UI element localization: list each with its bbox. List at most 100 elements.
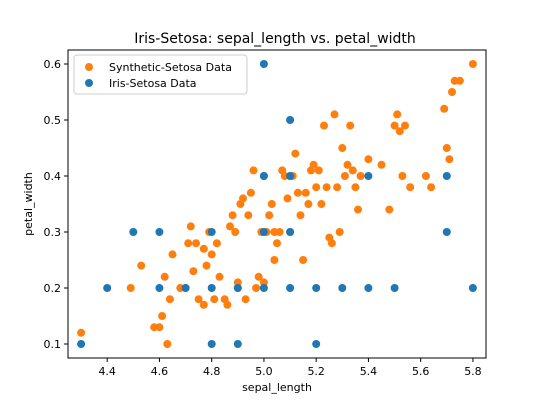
data-point (398, 172, 407, 180)
data-point (207, 228, 216, 236)
data-point (445, 155, 454, 164)
data-point (160, 272, 169, 281)
data-point (364, 172, 373, 180)
data-point (351, 183, 360, 192)
data-point (291, 149, 300, 158)
data-point (181, 284, 190, 292)
data-point (273, 239, 281, 248)
data-point (301, 188, 310, 197)
data-point (270, 256, 279, 264)
data-point (338, 144, 347, 152)
series-layer (77, 60, 477, 348)
series-iris-setosa (77, 60, 477, 348)
data-point (468, 284, 477, 292)
data-point (293, 188, 302, 197)
data-point (199, 244, 208, 253)
x-tick-label: 4.6 (151, 365, 169, 378)
data-point (192, 239, 200, 248)
x-tick-label: 5.0 (255, 365, 273, 378)
data-point (401, 121, 409, 130)
y-tick-label: 0.5 (44, 114, 62, 127)
series-synthetic-setosa (77, 60, 477, 348)
legend-label-setosa: Iris-Setosa Data (109, 77, 197, 90)
y-tick-label: 0.6 (44, 58, 62, 71)
data-point (286, 228, 295, 236)
data-point (333, 183, 342, 192)
data-point (265, 211, 274, 220)
data-point (421, 172, 430, 180)
data-point (322, 183, 331, 192)
data-point (299, 256, 308, 264)
data-point (296, 211, 305, 220)
data-point (184, 239, 193, 248)
data-point (155, 284, 164, 292)
data-point (259, 278, 268, 287)
legend-box (73, 54, 248, 95)
data-point (207, 250, 216, 259)
data-point (241, 295, 250, 304)
data-point (212, 239, 221, 248)
data-point (340, 172, 349, 180)
x-tick-label: 4.4 (98, 365, 116, 378)
data-point (202, 261, 211, 270)
x-tick-label: 5.2 (307, 365, 325, 378)
data-point (259, 172, 268, 180)
data-point (163, 340, 172, 348)
y-tick-label: 0.4 (44, 170, 62, 183)
data-point (468, 60, 477, 68)
data-point (390, 284, 399, 292)
y-tick-label: 0.2 (44, 282, 62, 295)
data-point (129, 228, 138, 236)
data-point (199, 300, 208, 309)
data-point (440, 104, 449, 113)
data-point (194, 295, 203, 304)
data-point (393, 110, 402, 119)
data-point (244, 211, 253, 220)
data-point (259, 60, 268, 68)
data-point (317, 200, 326, 208)
data-point (286, 284, 295, 292)
data-point (309, 160, 318, 169)
data-point (348, 166, 357, 175)
data-point (283, 194, 292, 203)
data-point (330, 110, 339, 119)
data-point (252, 284, 261, 292)
data-point (223, 300, 232, 309)
data-point (286, 172, 295, 180)
data-point (233, 278, 242, 287)
legend-marker-setosa (85, 79, 93, 87)
data-point (442, 172, 451, 180)
data-point (267, 200, 276, 208)
data-point (354, 205, 362, 214)
data-point (215, 272, 224, 281)
data-point (390, 121, 399, 130)
legend-marker-synthetic (85, 63, 93, 71)
data-point (442, 144, 451, 152)
data-point (231, 228, 240, 236)
data-point (249, 166, 258, 175)
data-point (335, 228, 344, 236)
data-point (246, 188, 255, 197)
data-point (254, 272, 263, 281)
plot-frame (67, 49, 487, 359)
chart-title: Iris-Setosa: sepal_length vs. petal_widt… (134, 31, 416, 47)
legend-label-synthetic: Synthetic-Setosa Data (109, 61, 232, 74)
data-point (327, 239, 336, 248)
data-point (77, 328, 86, 337)
data-point (186, 222, 195, 231)
data-point (312, 183, 321, 192)
data-point (189, 267, 198, 276)
y-axis-ticks: 0.1 0.2 0.3 0.4 0.5 0.6 (44, 58, 68, 351)
data-point (343, 160, 352, 169)
data-point (158, 312, 167, 320)
data-point (312, 340, 321, 348)
data-point (320, 121, 328, 130)
data-point (207, 340, 216, 348)
data-point (259, 228, 268, 236)
data-point (314, 166, 323, 175)
data-point (395, 127, 404, 136)
data-point (207, 284, 216, 292)
data-point (275, 228, 284, 236)
data-point (304, 200, 313, 208)
data-point (377, 160, 386, 169)
